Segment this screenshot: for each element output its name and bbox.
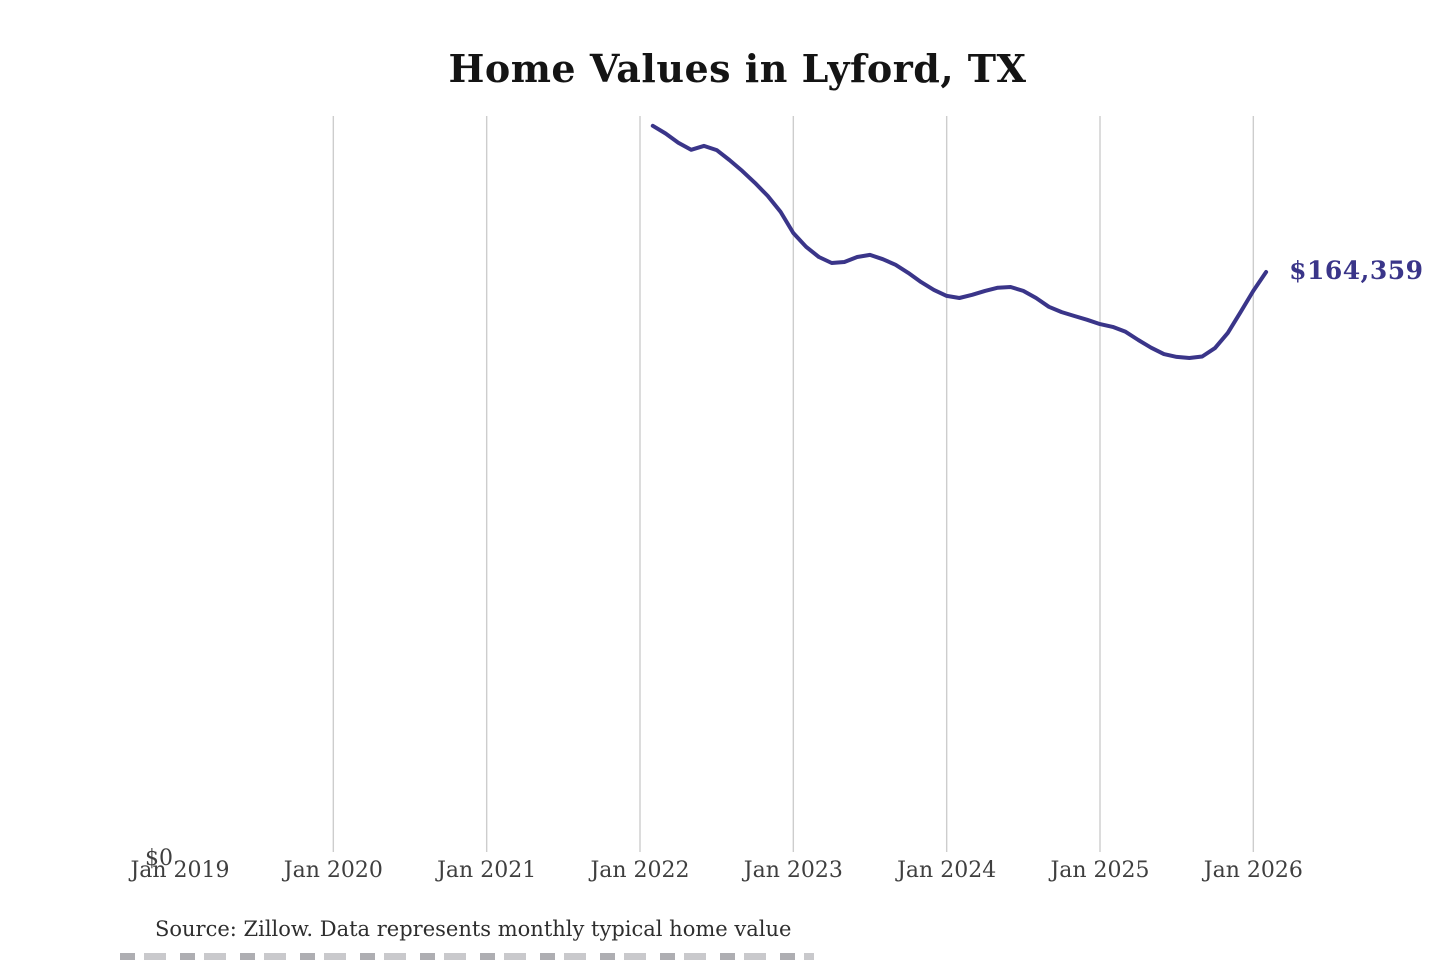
latest-value-label: $164,359 [1289,256,1424,285]
y-axis-zero-label: $0 [145,846,173,871]
clipped-text-sliver [120,953,814,960]
x-tick-label: Jan 2019 [130,858,230,883]
x-tick-label: Jan 2024 [897,858,997,883]
home-value-line [650,123,1269,360]
source-note: Source: Zillow. Data represents monthly … [155,917,792,941]
year-gridlines [332,116,1255,852]
x-tick-label: Jan 2022 [590,858,690,883]
x-tick-label: Jan 2026 [1203,858,1303,883]
x-tick-label: Jan 2020 [283,858,383,883]
chart-title: Home Values in Lyford, TX [448,46,1027,91]
x-tick-label: Jan 2025 [1050,858,1150,883]
x-tick-label: Jan 2021 [437,858,537,883]
x-tick-label: Jan 2023 [743,858,843,883]
